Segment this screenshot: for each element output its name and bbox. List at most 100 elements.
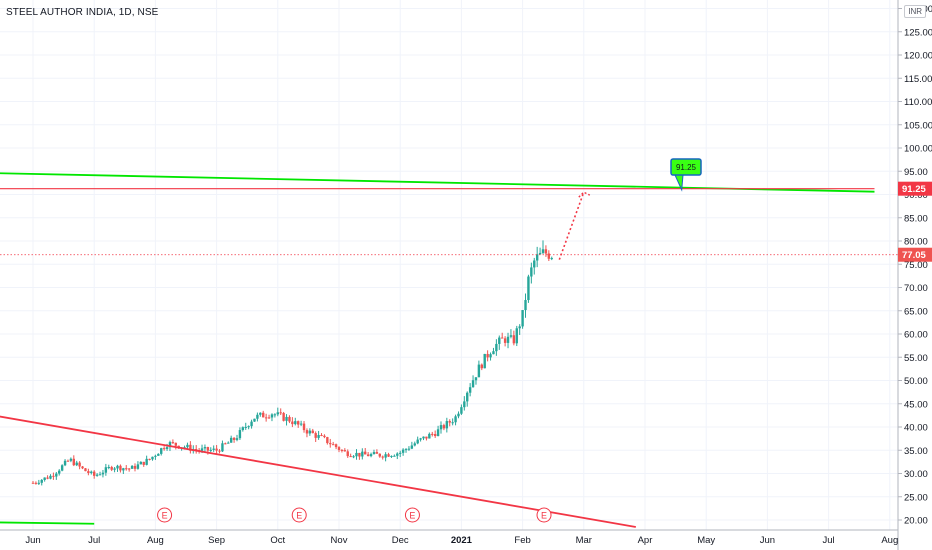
candle-body [189, 444, 192, 451]
x-tick-label: 2021 [451, 535, 473, 546]
candle-body [294, 421, 297, 425]
candle-body [218, 450, 221, 452]
candle-body [352, 456, 355, 458]
candle-body [162, 448, 166, 450]
candle-body [323, 435, 326, 438]
candle-body [451, 422, 454, 424]
candle-body [407, 448, 411, 450]
candle-body [483, 353, 486, 369]
earnings-marker[interactable]: E [536, 507, 552, 523]
candle-body [547, 253, 551, 259]
candle-body [60, 465, 64, 471]
candle-body [445, 421, 449, 429]
candle-body [122, 468, 125, 471]
candle-body [259, 412, 262, 415]
y-tick-label: 30.00 [904, 469, 928, 480]
currency-badge[interactable]: INR [904, 5, 926, 18]
candle-body [495, 343, 498, 352]
candle-body [224, 443, 227, 445]
candle-body [346, 451, 349, 457]
earnings-marker-label: E [296, 511, 302, 521]
candle-body [355, 452, 358, 457]
candle-body [104, 467, 108, 473]
candle-body [285, 416, 288, 421]
earnings-marker-circle [157, 507, 173, 523]
candle-body [250, 421, 253, 427]
candle-body [425, 436, 428, 439]
candle-body [343, 450, 347, 452]
candle-body [87, 471, 90, 473]
candle-body [195, 449, 198, 451]
candle-body [501, 337, 504, 339]
last-price-tag: 77.05 [902, 250, 926, 261]
candle-body [530, 267, 533, 277]
candle-body [127, 468, 131, 470]
candle-body [297, 421, 300, 425]
candle-body [264, 417, 268, 419]
y-tick-label: 60.00 [904, 330, 928, 341]
candle-body [369, 454, 373, 457]
candle-body [299, 423, 303, 425]
candle-body [157, 453, 160, 456]
x-axis-ticks: Jun Jul Aug Sep Oct Nov Dec 2021 Feb Mar Apr May Jun… [25, 535, 898, 546]
candle-body [509, 335, 513, 337]
candle-body [55, 473, 58, 477]
candle-body [203, 447, 207, 449]
candle-body [139, 461, 143, 465]
candle-body [125, 468, 128, 470]
candle-body [186, 444, 189, 448]
candle-body [288, 416, 291, 422]
candle-body [349, 456, 352, 458]
x-tick-label: May [697, 535, 715, 546]
candle-body [212, 448, 215, 450]
candle-body [98, 474, 102, 476]
candle-body [524, 300, 527, 311]
y-tick-label: 70.00 [904, 283, 928, 294]
candle-body [95, 474, 99, 476]
candle-body [329, 443, 332, 445]
candle-body [308, 430, 312, 434]
earnings-marker[interactable]: E [157, 507, 173, 523]
x-tick-label: Nov [331, 535, 348, 546]
candle-body [232, 437, 236, 440]
candle-body [63, 460, 67, 466]
candle-body [75, 462, 78, 466]
candle-body [110, 467, 113, 470]
candle-body [31, 482, 35, 484]
earnings-marker[interactable]: E [404, 507, 420, 523]
candle-body [410, 445, 414, 449]
candle-body [241, 427, 245, 431]
x-tick-label: Jul [823, 535, 835, 546]
candle-body [142, 461, 145, 465]
candle-body [468, 387, 472, 393]
candle-body [422, 436, 425, 439]
candle-body [428, 433, 431, 439]
x-tick-label: Jun [25, 535, 40, 546]
y-tick-label: 20.00 [904, 516, 928, 527]
candle-body [235, 438, 239, 440]
earnings-marker[interactable]: E [291, 507, 307, 523]
candle-body [116, 465, 119, 469]
candle-body [90, 471, 93, 473]
candle-body [512, 335, 516, 344]
candle-body [58, 470, 61, 474]
candle-body [337, 447, 341, 450]
candle-body [215, 448, 218, 451]
candle-body [439, 425, 443, 430]
candle-body [378, 453, 381, 457]
candle-body [136, 464, 140, 469]
earnings-marker-circle [404, 507, 420, 523]
candle-body [413, 443, 416, 446]
candle-body [282, 412, 285, 421]
candle-body [375, 452, 379, 454]
y-tick-label: 125.00 [904, 27, 932, 38]
candle-body [404, 449, 408, 451]
candle-body [381, 456, 384, 458]
candle-body [535, 254, 539, 261]
candle-body [291, 421, 294, 425]
candle-body [533, 260, 536, 268]
y-tick-label: 105.00 [904, 120, 932, 131]
symbol-title: STEEL AUTHOR INDIA, 1D, NSE [6, 7, 159, 18]
